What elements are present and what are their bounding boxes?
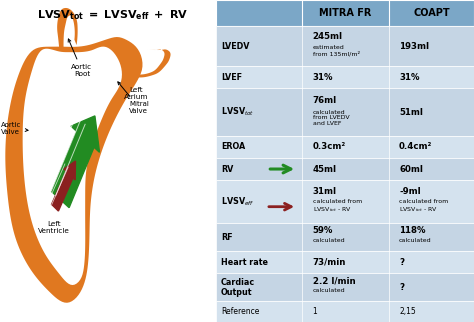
- Text: LVEF: LVEF: [221, 73, 242, 82]
- Text: Left
Ventricle: Left Ventricle: [38, 221, 70, 233]
- Text: 45ml: 45ml: [312, 165, 337, 174]
- Text: 60ml: 60ml: [399, 165, 423, 174]
- Text: calculated
from LVEDV
and LVEF: calculated from LVEDV and LVEF: [312, 109, 349, 126]
- Text: COAPT: COAPT: [413, 8, 450, 18]
- Text: LVSV$_{tot}$: LVSV$_{tot}$: [221, 106, 254, 118]
- Text: 31%: 31%: [399, 73, 419, 82]
- Text: 2,15: 2,15: [399, 307, 416, 316]
- Text: 76ml: 76ml: [312, 96, 337, 105]
- Text: Heart rate: Heart rate: [221, 258, 268, 267]
- Text: calculated from
LVSV$_{tot}$ - RV: calculated from LVSV$_{tot}$ - RV: [312, 199, 362, 214]
- Text: ?: ?: [399, 283, 404, 292]
- Text: EROA: EROA: [221, 142, 245, 151]
- Bar: [216, 66, 474, 89]
- Text: LVSV$_{eff}$: LVSV$_{eff}$: [221, 195, 254, 208]
- Text: Aortic
Root: Aortic Root: [68, 39, 92, 77]
- Text: 0.3cm²: 0.3cm²: [312, 142, 346, 151]
- Text: ?: ?: [399, 258, 404, 267]
- Text: 31ml: 31ml: [312, 187, 337, 196]
- Text: Left
Atrium: Left Atrium: [124, 87, 148, 100]
- Bar: [216, 301, 474, 322]
- Text: Mitral
Valve: Mitral Valve: [118, 82, 149, 114]
- Bar: [216, 0, 474, 26]
- Text: calculated: calculated: [312, 288, 345, 293]
- Bar: [216, 223, 474, 251]
- Bar: [216, 158, 474, 180]
- Text: 1: 1: [312, 307, 317, 316]
- Text: RV: RV: [221, 165, 233, 174]
- Text: 193ml: 193ml: [399, 42, 429, 51]
- Text: Aortic
Valve: Aortic Valve: [1, 122, 28, 135]
- Bar: [216, 180, 474, 223]
- Text: calculated from
LVSV$_{tot}$ - RV: calculated from LVSV$_{tot}$ - RV: [399, 199, 448, 214]
- Text: 118%: 118%: [399, 226, 426, 235]
- Text: 2.2 l/min: 2.2 l/min: [312, 276, 355, 285]
- FancyArrow shape: [52, 116, 100, 208]
- Bar: [216, 26, 474, 66]
- Bar: [216, 89, 474, 136]
- Bar: [216, 251, 474, 273]
- Bar: [216, 273, 474, 301]
- Text: calculated: calculated: [312, 238, 345, 243]
- Polygon shape: [57, 8, 78, 50]
- Text: RF: RF: [221, 232, 232, 242]
- Text: calculated: calculated: [399, 238, 432, 243]
- Text: Reference: Reference: [221, 307, 259, 316]
- Text: 51ml: 51ml: [399, 108, 423, 117]
- Polygon shape: [5, 37, 143, 303]
- Text: $\mathbf{LVSV_{tot}}$$\mathbf{\ =\ LVSV_{eff}\ +\ RV}$: $\mathbf{LVSV_{tot}}$$\mathbf{\ =\ LVSV_…: [36, 8, 188, 22]
- Text: 31%: 31%: [312, 73, 333, 82]
- Text: 73/min: 73/min: [312, 258, 346, 267]
- Text: -9ml: -9ml: [399, 187, 421, 196]
- Text: 245ml: 245ml: [312, 32, 343, 41]
- Polygon shape: [125, 49, 171, 78]
- Bar: [216, 136, 474, 158]
- Text: MITRA FR: MITRA FR: [319, 8, 372, 18]
- Text: Cardiac
Output: Cardiac Output: [221, 278, 255, 297]
- Text: 59%: 59%: [312, 226, 333, 235]
- Text: estimated
from 135ml/m²: estimated from 135ml/m²: [312, 45, 360, 57]
- Text: LVEDV: LVEDV: [221, 42, 249, 51]
- Text: 0.4cm²: 0.4cm²: [399, 142, 432, 151]
- FancyArrow shape: [52, 161, 75, 211]
